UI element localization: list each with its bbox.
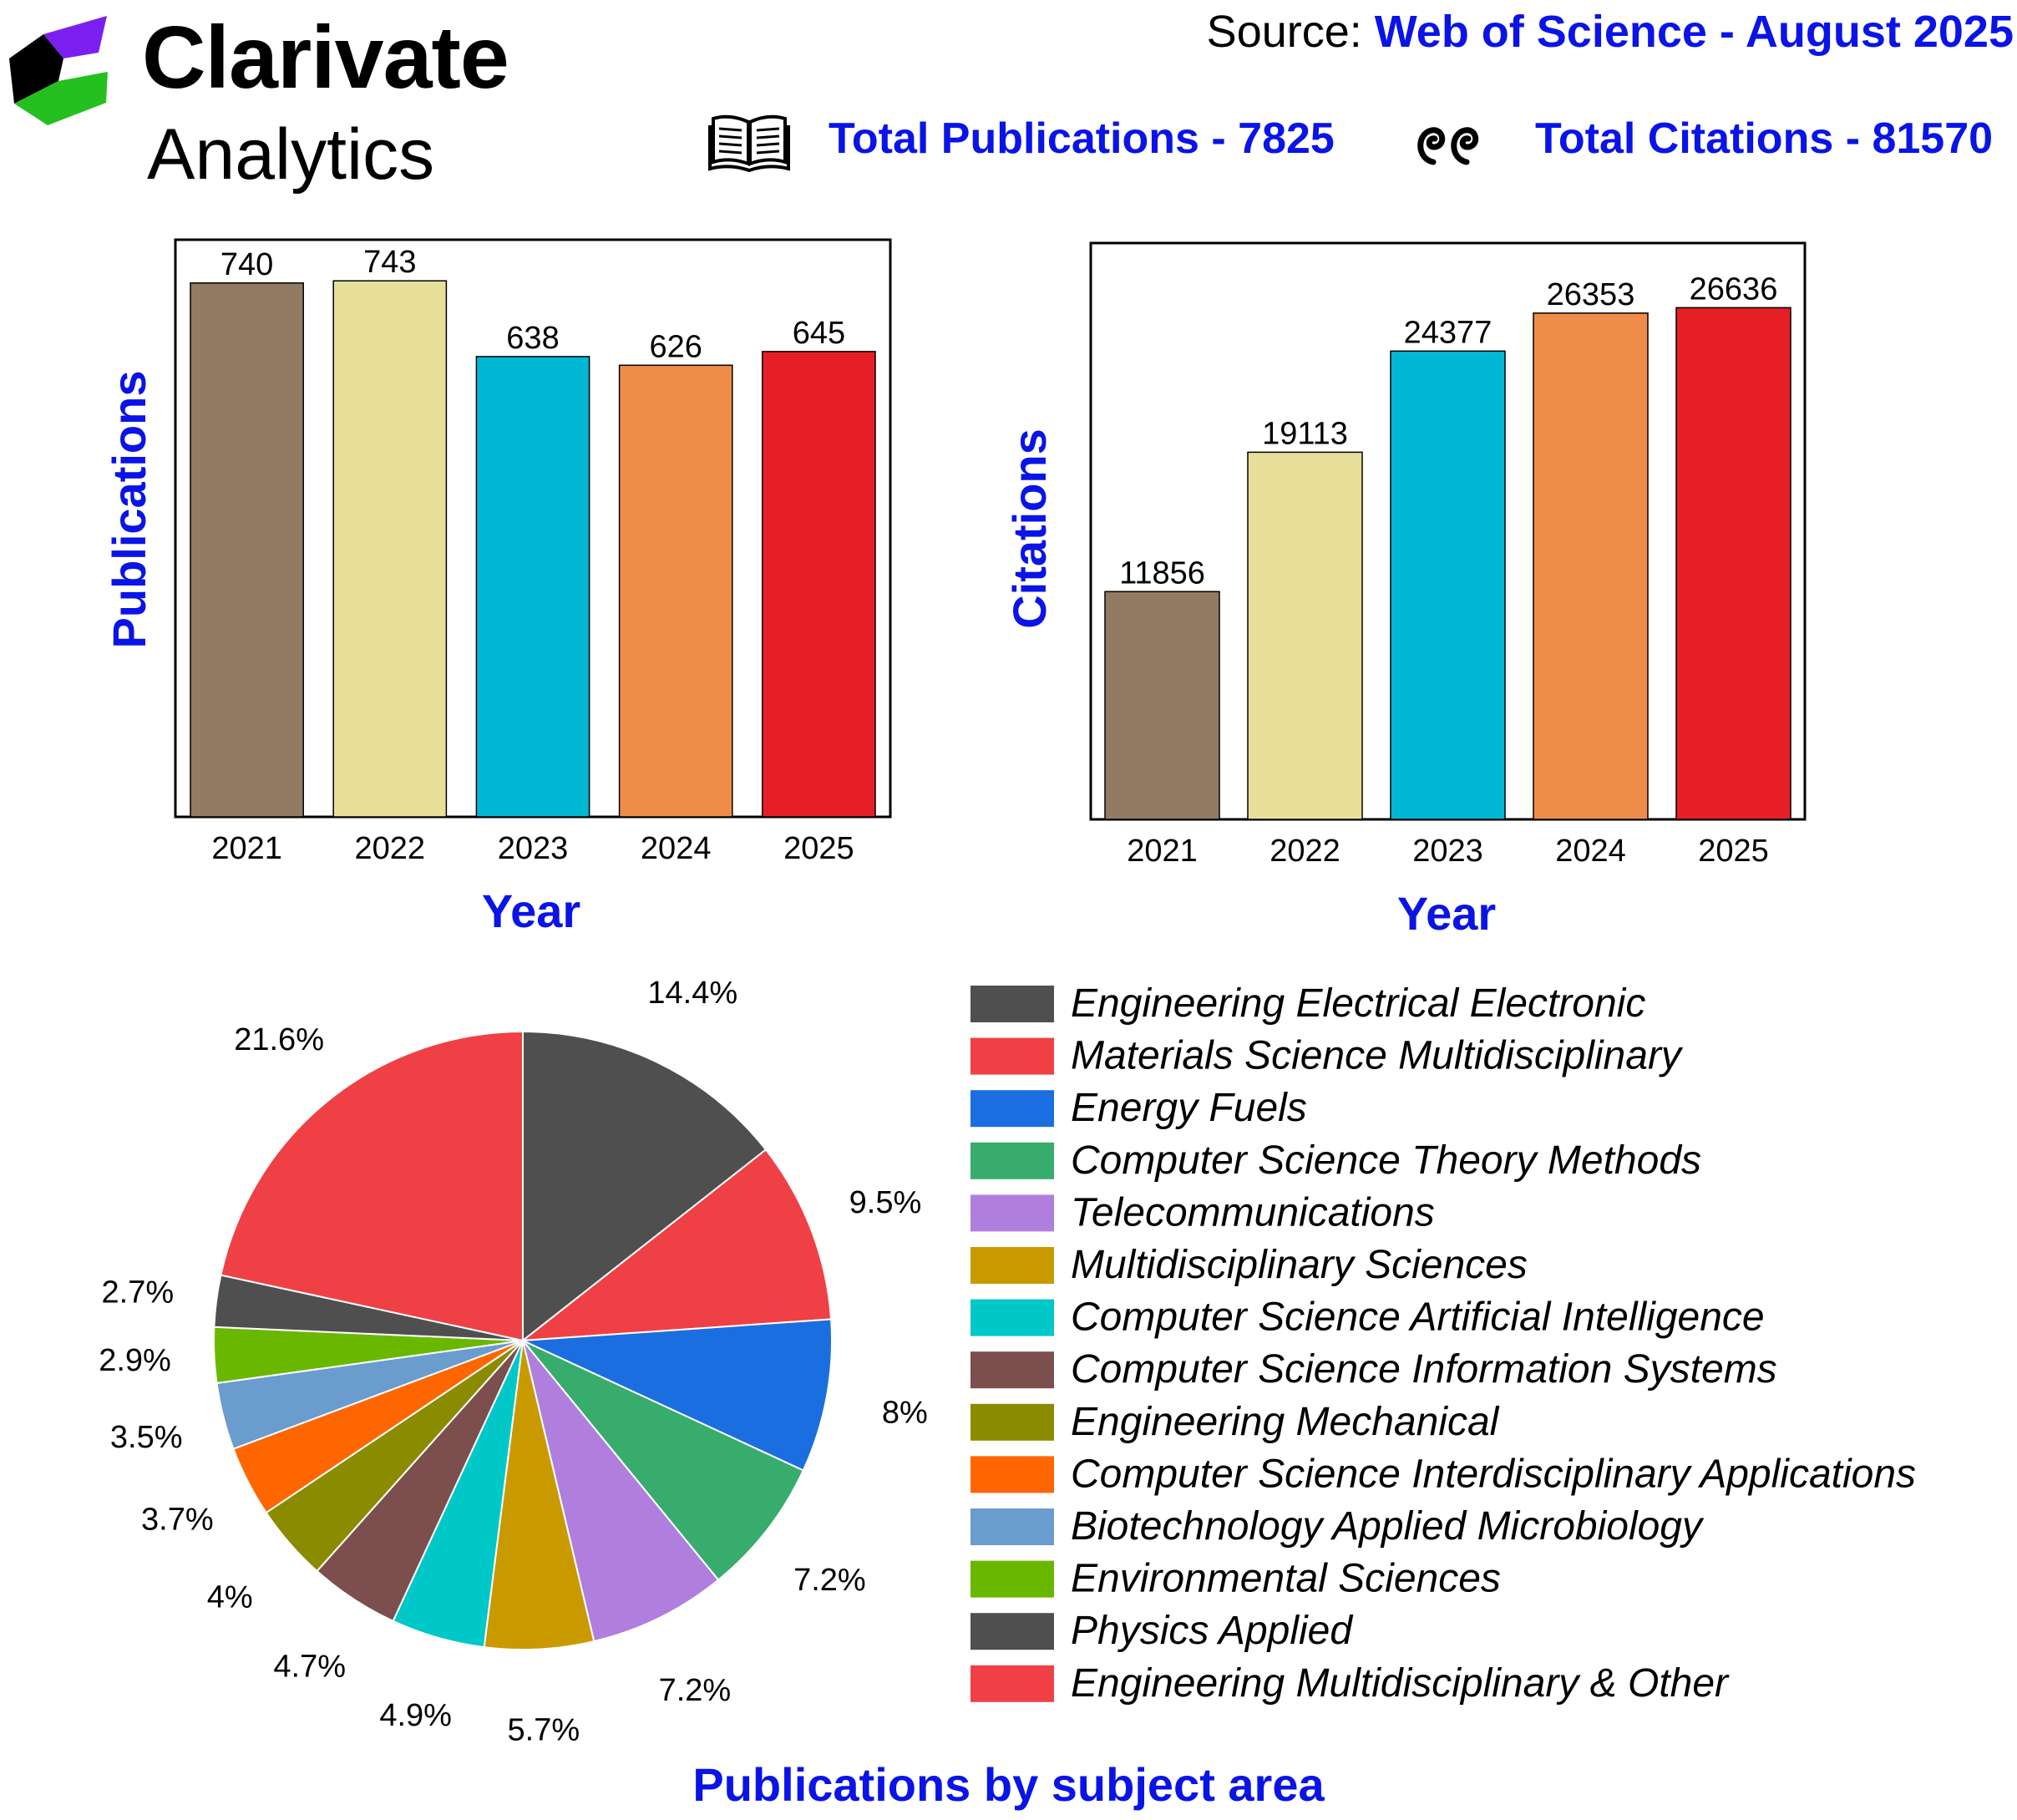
tick-label-2025: 2025 [1698,834,1769,869]
bar-2025 [762,351,876,818]
tick-label-2022: 2022 [355,831,426,866]
legend-label: Engineering Electrical Electronic [1071,981,1645,1026]
tick-label-2024: 2024 [641,831,712,866]
source-line: Source: Web of Science - August 2025 [1207,5,2014,59]
bar-2024 [618,364,733,818]
legend-swatch [970,1403,1054,1441]
legend-swatch [970,1613,1054,1650]
pie-slice-5 [522,1340,720,1643]
legend-label: Engineering Multidisciplinary & Other [1071,1661,1730,1706]
legend-label: Biotechnology Applied Microbiology [1071,1504,1705,1549]
total-citations: Total Citations - 81570 [1535,114,1994,163]
pie-percent-label: 2.9% [99,1343,171,1378]
pie-title: Publications by subject area [692,1758,1325,1811]
legend-swatch [970,1299,1054,1336]
legend-label: Computer Science Information Systems [1071,1347,1777,1392]
legend-swatch [970,1456,1054,1493]
bar-2025 [1675,307,1791,820]
tick-label-2024: 2024 [1555,834,1626,869]
pie-percent-label: 9.5% [849,1185,922,1220]
data-label-2021: 740 [220,247,273,282]
tick-label-2023: 2023 [1412,834,1483,869]
data-label-2022: 19113 [1262,416,1348,451]
legend-label: Materials Science Multidisciplinary [1071,1034,1684,1078]
data-label-2024: 26353 [1547,277,1635,312]
pie-slice-4 [522,1340,805,1581]
total-publications: Total Publications - 7825 [829,114,1335,163]
data-label-2022: 743 [363,245,416,280]
bar-2023 [475,356,590,818]
legend-swatch [970,1351,1054,1389]
brand-subtitle: Analytics [147,114,435,195]
bar-2022 [332,280,448,818]
data-label-2025: 26636 [1690,271,1778,307]
tick-label-2021: 2021 [1127,834,1198,869]
data-label-2024: 626 [649,329,702,364]
legend-label: Telecommunications [1071,1190,1435,1234]
legend-label: Computer Science Theory Methods [1071,1138,1701,1183]
data-label-2021: 11856 [1119,555,1205,591]
subject-area-pie-chart: 14.4% 9.5% 8% 7.2% 7.2% 5.7% 4.9% 4.7% 4% 3.7% 3.5… [99,976,1916,1748]
open-book-icon [708,114,790,172]
legend-swatch [970,986,1054,1022]
pie-slice-3 [522,1318,833,1472]
data-label-2025: 645 [793,316,845,351]
y-axis-label: Publications [103,371,155,649]
legend-label: Computer Science Artificial Intelligence [1071,1295,1765,1340]
legend-swatch [970,1508,1054,1545]
legend-swatch [970,1142,1054,1179]
x-axis-label: Year [1397,887,1496,940]
pie-percent-label: 4.9% [379,1698,452,1733]
bar-2024 [1533,312,1649,820]
data-label-2023: 24377 [1404,315,1492,350]
legend-swatch [970,1194,1054,1232]
pie-percent-label: 5.7% [508,1712,580,1747]
source-value: Web of Science - August 2025 [1374,7,2014,57]
brand-name: Clarivate [142,8,509,107]
legend-swatch [970,1247,1054,1284]
tick-label-2023: 2023 [498,831,569,866]
legend-swatch [970,1665,1054,1702]
pie-percent-label: 4% [207,1579,253,1615]
legend-swatch [970,1090,1054,1128]
pie-slice-14 [220,1030,524,1342]
legend-label: Environmental Sciences [1071,1557,1501,1601]
pie-percent-label: 4.7% [273,1650,346,1685]
legend-label: Energy Fuels [1071,1086,1307,1130]
clarivate-logo-icon [9,16,108,125]
legend-label: Engineering Mechanical [1071,1400,1500,1444]
publications-bar-chart: Publications 740 2021 743 2022 638 2023 626 202… [103,238,892,937]
legend-label: Computer Science Interdisciplinary Appli… [1071,1452,1916,1496]
quotation-marks-icon [1417,127,1479,165]
citations-bar-chart: Citations 11856 2021 19113 2022 24377 2023 263… [1003,241,1807,940]
bar-2021 [1104,591,1220,820]
y-axis-label: Citations [1003,428,1056,629]
bar-2023 [1390,350,1506,820]
pie-percent-label: 7.2% [793,1563,866,1598]
tick-label-2025: 2025 [783,831,854,866]
tick-label-2022: 2022 [1269,834,1340,869]
pie-percent-label: 3.7% [141,1502,214,1537]
bar-2022 [1247,451,1363,820]
legend-label: Multidisciplinary Sciences [1071,1243,1528,1287]
pie-percent-label: 3.5% [110,1420,183,1455]
legend-label: Physics Applied [1071,1609,1353,1653]
pie-percent-label: 8% [882,1395,928,1430]
source-label: Source: [1206,7,1362,57]
pie-slice-1 [522,1030,768,1343]
tick-label-2021: 2021 [211,831,282,866]
legend-swatch [970,1560,1054,1598]
pie-percent-label: 7.2% [659,1673,732,1708]
pie-percent-label: 21.6% [234,1022,324,1057]
legend-swatch [970,1037,1054,1075]
data-label-2023: 638 [506,321,559,356]
bar-2021 [190,282,304,818]
pie-percent-label: 2.7% [102,1275,175,1310]
x-axis-label: Year [482,885,580,937]
pie-percent-label: 14.4% [647,976,737,1011]
pie-slice-2 [519,1148,833,1342]
pie-legend: Engineering Electrical Electronic Materia… [970,981,1916,1706]
pie-slice-6 [483,1340,595,1650]
